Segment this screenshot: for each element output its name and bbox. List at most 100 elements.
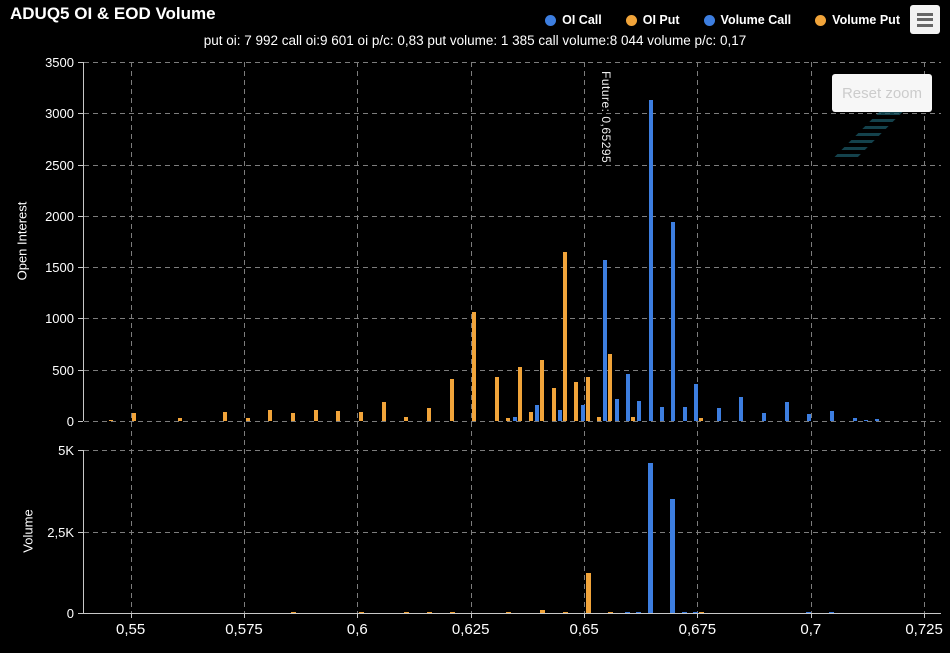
oi-put-bar[interactable]: [313, 409, 318, 421]
y-gridline: [84, 62, 941, 63]
hamburger-icon: [917, 23, 933, 27]
oi-put-bar[interactable]: [517, 366, 522, 421]
oi-put-bar[interactable]: [698, 418, 703, 421]
oi-call-bar[interactable]: [512, 417, 517, 421]
volume-put-bar[interactable]: [426, 612, 432, 613]
oi-call-bar[interactable]: [863, 419, 868, 421]
oi-put-bar[interactable]: [608, 354, 613, 421]
oi-put-bar[interactable]: [596, 417, 601, 421]
volume-put-bar[interactable]: [449, 611, 455, 613]
oi-call-bar[interactable]: [875, 418, 880, 421]
y-tick: [78, 531, 83, 533]
oi-call-bar[interactable]: [659, 406, 664, 421]
oi-call-bar[interactable]: [761, 413, 766, 421]
oi-put-bar[interactable]: [528, 412, 533, 421]
volume-put-bar[interactable]: [404, 612, 410, 613]
oi-call-bar[interactable]: [739, 396, 744, 421]
volume-put-bar[interactable]: [540, 610, 546, 613]
oi-put-bar[interactable]: [585, 376, 590, 421]
oi-put-bar[interactable]: [268, 409, 273, 421]
oi-call-bar[interactable]: [625, 373, 630, 421]
oi-call-bar[interactable]: [614, 398, 619, 421]
y-tick: [78, 113, 83, 115]
oi-call-bar[interactable]: [852, 418, 857, 421]
y-tick-label: 0: [66, 606, 74, 621]
oi-put-bar[interactable]: [551, 388, 556, 421]
y-tick: [78, 369, 83, 371]
oi-put-bar[interactable]: [222, 411, 227, 421]
y-gridline: [84, 164, 941, 166]
oi-put-bar[interactable]: [109, 419, 114, 421]
volume-put-bar[interactable]: [358, 612, 364, 613]
y-tick: [78, 215, 83, 217]
x-gridline: [130, 62, 132, 613]
chart-title: ADUQ5 OI & EOD Volume: [10, 4, 216, 23]
volume-put-bar[interactable]: [562, 611, 568, 613]
volume-put-bar[interactable]: [608, 612, 614, 613]
oi-put-bar[interactable]: [574, 382, 579, 421]
volume-call-bar[interactable]: [806, 611, 812, 613]
x-gridline: [244, 62, 245, 613]
legend-item-oi-put[interactable]: OI Put: [625, 13, 680, 27]
oi-put-bar[interactable]: [562, 251, 567, 421]
oi-call-bar[interactable]: [580, 404, 585, 421]
legend-label: OI Call: [562, 13, 602, 27]
oi-put-bar[interactable]: [630, 416, 635, 421]
x-gridline: [357, 62, 359, 613]
oi-put-bar[interactable]: [426, 407, 431, 421]
oi-call-bar[interactable]: [716, 407, 721, 421]
oi-put-bar[interactable]: [449, 378, 454, 421]
x-gridline: [810, 62, 812, 613]
legend-item-oi-call[interactable]: OI Call: [545, 13, 602, 27]
volume-call-bar[interactable]: [828, 612, 834, 613]
legend-label: Volume Call: [720, 13, 792, 27]
volume-call-bar[interactable]: [624, 611, 630, 613]
reset-zoom-button[interactable]: Reset zoom: [832, 74, 932, 112]
oi-put-bar[interactable]: [177, 418, 182, 421]
volume-put-bar[interactable]: [585, 572, 591, 613]
oi-put-bar[interactable]: [540, 359, 545, 421]
oi-call-bar[interactable]: [807, 413, 812, 421]
oi-put-bar[interactable]: [358, 411, 363, 421]
oi-put-bar[interactable]: [494, 377, 499, 421]
oi-put-bar[interactable]: [381, 401, 386, 421]
legend-item-volume-put[interactable]: Volume Put: [815, 13, 900, 27]
oi-call-bar[interactable]: [671, 222, 676, 421]
oi-call-bar[interactable]: [603, 260, 608, 421]
y-tick-label: 2,5K: [47, 524, 74, 540]
oi-call-bar[interactable]: [682, 407, 687, 421]
y-tick: [78, 613, 83, 614]
oi-put-bar[interactable]: [290, 413, 295, 421]
oi-put-bar[interactable]: [506, 418, 511, 421]
oi-call-bar[interactable]: [637, 400, 642, 421]
oi-put-bar[interactable]: [132, 412, 137, 421]
oi-put-bar[interactable]: [472, 312, 477, 421]
x-tick-label: 0,7: [800, 621, 822, 638]
oi-chart-panel[interactable]: Future: 0,65295: [83, 62, 941, 422]
volume-call-bar[interactable]: [636, 612, 642, 613]
oi-put-bar[interactable]: [404, 416, 409, 421]
y-tick: [78, 62, 83, 63]
oi-put-bar[interactable]: [245, 418, 250, 421]
oi-call-bar[interactable]: [557, 410, 562, 421]
legend-item-volume-call[interactable]: Volume Call: [703, 13, 792, 27]
oi-call-bar[interactable]: [784, 402, 789, 421]
oi-call-bar[interactable]: [648, 100, 653, 421]
oi-call-bar[interactable]: [535, 404, 540, 421]
y-gridline: [84, 421, 941, 422]
volume-call-bar[interactable]: [681, 611, 687, 613]
oi-call-bar[interactable]: [829, 411, 834, 421]
volume-call-bar[interactable]: [670, 498, 676, 613]
volume-chart-panel[interactable]: [83, 450, 941, 614]
export-menu-button[interactable]: [910, 5, 940, 34]
volume-put-bar[interactable]: [506, 612, 512, 613]
y-gridline: [84, 267, 941, 269]
volume-put-bar[interactable]: [290, 612, 296, 613]
x-tick-label: 0,6: [346, 621, 368, 638]
volume-call-bar[interactable]: [692, 612, 698, 613]
oi-put-bar[interactable]: [336, 410, 341, 421]
volume-call-bar[interactable]: [647, 463, 653, 613]
oi-call-bar[interactable]: [693, 384, 698, 421]
y-gridline: [84, 450, 941, 451]
volume-put-bar[interactable]: [698, 612, 704, 613]
